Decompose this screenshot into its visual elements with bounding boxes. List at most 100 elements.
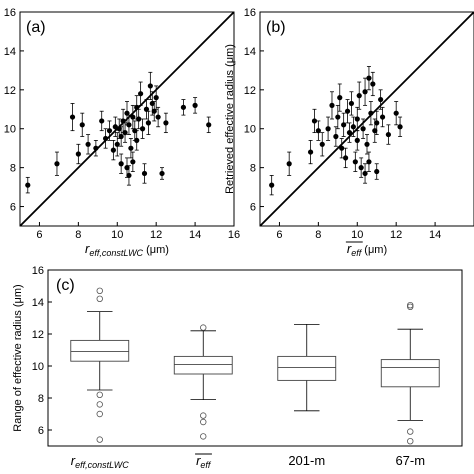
- point-marker: [346, 130, 353, 136]
- category-label: reff,constLWC: [71, 453, 130, 470]
- point-marker: [335, 114, 341, 120]
- point-marker: [362, 170, 368, 177]
- data-point: [25, 176, 31, 194]
- y-tick-label: 8: [10, 163, 16, 175]
- y-tick-label: 10: [32, 361, 44, 373]
- point-marker: [141, 170, 148, 177]
- point-marker: [366, 159, 372, 165]
- outlier-marker: [407, 302, 414, 309]
- data-point: [385, 124, 391, 145]
- data-point: [319, 132, 325, 157]
- point-marker: [122, 130, 128, 136]
- y-tick-label: 12: [32, 329, 44, 341]
- point-marker: [120, 118, 126, 124]
- data-point: [346, 122, 353, 143]
- data-point: [126, 165, 132, 186]
- x-axis-label-main: r: [85, 241, 90, 256]
- point-marker: [75, 151, 81, 157]
- y-tick-label: 16: [32, 265, 44, 277]
- data-point: [374, 110, 380, 135]
- data-point: [151, 101, 157, 122]
- scatter-panel-a: 6 8 10 12 14 16 6 8 10 12 14 16 (a) reff,constLWC (μm…: [4, 7, 240, 258]
- category-label-main: 201-m: [288, 453, 325, 468]
- x-axis-label-sub: eff,constLWC: [89, 248, 143, 258]
- data-point: [118, 126, 124, 147]
- data-point: [366, 151, 372, 172]
- y-tick-label: 12: [244, 85, 256, 97]
- data-point: [122, 122, 128, 143]
- point-marker: [348, 100, 355, 107]
- outlier-marker: [200, 418, 207, 426]
- data-point: [370, 71, 376, 97]
- x-axis-label-main: r: [347, 241, 352, 256]
- scatter-panel-b: 6 8 10 12 14 6 8 10 12 14 16 (b) reff (μm) Retrieved …: [224, 7, 474, 258]
- x-tick-label: 12: [390, 229, 402, 241]
- data-point: [106, 120, 113, 141]
- point-marker: [112, 124, 118, 130]
- y-tick-label: 8: [250, 163, 256, 175]
- data-point: [180, 99, 187, 116]
- data-point: [286, 151, 292, 176]
- y-tick-label: 10: [4, 124, 16, 136]
- outlier-marker: [96, 287, 103, 294]
- outlier-marker: [96, 410, 103, 418]
- box-2: [173, 324, 233, 440]
- plot-frame: [47, 269, 463, 447]
- point-marker: [163, 120, 169, 126]
- point-marker: [118, 161, 124, 167]
- x-tick-label: 12: [150, 229, 162, 241]
- point-marker: [393, 110, 399, 116]
- outlier-marker: [96, 436, 103, 443]
- data-point: [356, 81, 362, 110]
- x-tick-label: 8: [75, 229, 81, 241]
- box-3: [277, 323, 337, 412]
- x-tick-label: 6: [276, 229, 282, 241]
- data-point: [159, 167, 165, 180]
- point-marker: [366, 75, 372, 81]
- y-tick-label: 6: [10, 202, 16, 214]
- point-marker: [93, 145, 99, 151]
- point-marker: [354, 137, 360, 143]
- point-marker: [114, 141, 120, 147]
- data-point: [54, 151, 60, 176]
- data-point: [206, 116, 212, 134]
- point-marker: [374, 168, 380, 175]
- category-label: 201-m: [288, 453, 325, 468]
- data-point: [163, 112, 169, 134]
- category-label-sub: eff,constLWC: [75, 460, 129, 470]
- point-marker: [145, 120, 151, 126]
- panel-label: (c): [56, 277, 75, 294]
- y-axis-label: Range of effective radius (μm): [12, 284, 24, 431]
- point-marker: [385, 131, 391, 138]
- x-tick-label: 6: [36, 229, 42, 241]
- data-point: [362, 77, 368, 106]
- outlier-marker: [96, 295, 103, 302]
- data-point: [149, 91, 155, 116]
- data-point: [366, 66, 372, 91]
- data-point: [155, 106, 161, 128]
- data-point: [112, 116, 118, 137]
- point-marker: [307, 149, 314, 155]
- y-tick-label: 14: [4, 46, 16, 58]
- point-marker: [138, 91, 144, 97]
- data-point: [350, 116, 356, 137]
- point-marker: [286, 161, 292, 167]
- data-point: [75, 143, 81, 165]
- x-axis-label-unit: (μm): [361, 244, 387, 256]
- data-point: [134, 130, 140, 151]
- point-marker: [69, 114, 76, 120]
- boxplot-panel-c: reff,constLWC reff 201-m 67-m6810121416(c)R…: [12, 265, 463, 470]
- point-marker: [99, 118, 105, 124]
- point-marker: [343, 155, 349, 161]
- plot-frame: [259, 11, 474, 227]
- iqr-box: [277, 355, 337, 381]
- point-marker: [25, 182, 31, 188]
- data-point: [99, 110, 105, 132]
- data-point: [69, 103, 76, 132]
- category-label-main: r: [196, 453, 201, 468]
- data-point: [378, 89, 384, 110]
- iqr-box: [70, 339, 130, 362]
- data-point: [337, 83, 343, 112]
- y-tick-label: 6: [250, 202, 256, 214]
